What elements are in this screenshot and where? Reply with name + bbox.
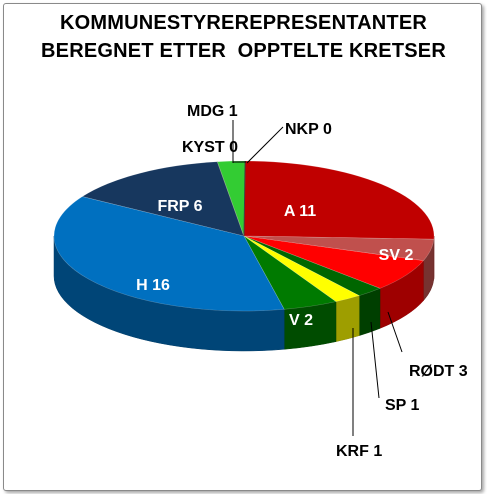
pie-slice-rødt bbox=[243, 235, 425, 289]
slice-label-h: H 16 bbox=[136, 277, 170, 294]
pie-slice-frp bbox=[81, 161, 245, 237]
slice-label-nkp: NKP 0 bbox=[285, 121, 332, 138]
pie-side-walls bbox=[53, 235, 435, 352]
pie-slice-kyst bbox=[216, 161, 245, 237]
pie-slice-krf bbox=[243, 235, 361, 302]
slice-label-kyst: KYST 0 bbox=[182, 139, 238, 156]
leader-line-nkp bbox=[246, 126, 284, 164]
pie-slice-sv bbox=[243, 235, 435, 261]
pie-slices bbox=[53, 160, 435, 312]
pie-slice-sp bbox=[243, 235, 381, 296]
pie-slice-mdg bbox=[217, 160, 246, 237]
slice-label-krf: KRF 1 bbox=[336, 443, 382, 460]
leader-line-sp bbox=[370, 321, 380, 399]
leader-line-rødt bbox=[387, 311, 403, 353]
slice-label-sp: SP 1 bbox=[385, 397, 420, 414]
pie-side-krf bbox=[335, 295, 360, 342]
slice-label-rødt: RØDT 3 bbox=[409, 363, 468, 380]
pie-slice-a bbox=[243, 160, 435, 240]
pie-labels: A 11 SV 2 RØDT 3 SP 1 KRF 1 V 2 H 16 FRP 6 KYST … bbox=[136, 103, 468, 460]
pie-slice-h bbox=[53, 196, 285, 312]
pie-slice-nkp bbox=[243, 160, 246, 237]
slice-label-sv: SV 2 bbox=[379, 247, 414, 264]
chart-title-line-1: KOMMUNESTYREREPRESENTANTER bbox=[59, 12, 428, 34]
chart-title-line-2: BEREGNET ETTER OPPTELTE KRETSER bbox=[41, 40, 446, 62]
slice-label-mdg: MDG 1 bbox=[187, 103, 238, 120]
pie-slice-v bbox=[243, 235, 337, 310]
slice-label-frp: FRP 6 bbox=[157, 198, 202, 215]
slice-label-a: A 11 bbox=[284, 203, 316, 220]
slice-label-v: V 2 bbox=[289, 312, 313, 329]
pie-side-sp bbox=[358, 288, 381, 336]
